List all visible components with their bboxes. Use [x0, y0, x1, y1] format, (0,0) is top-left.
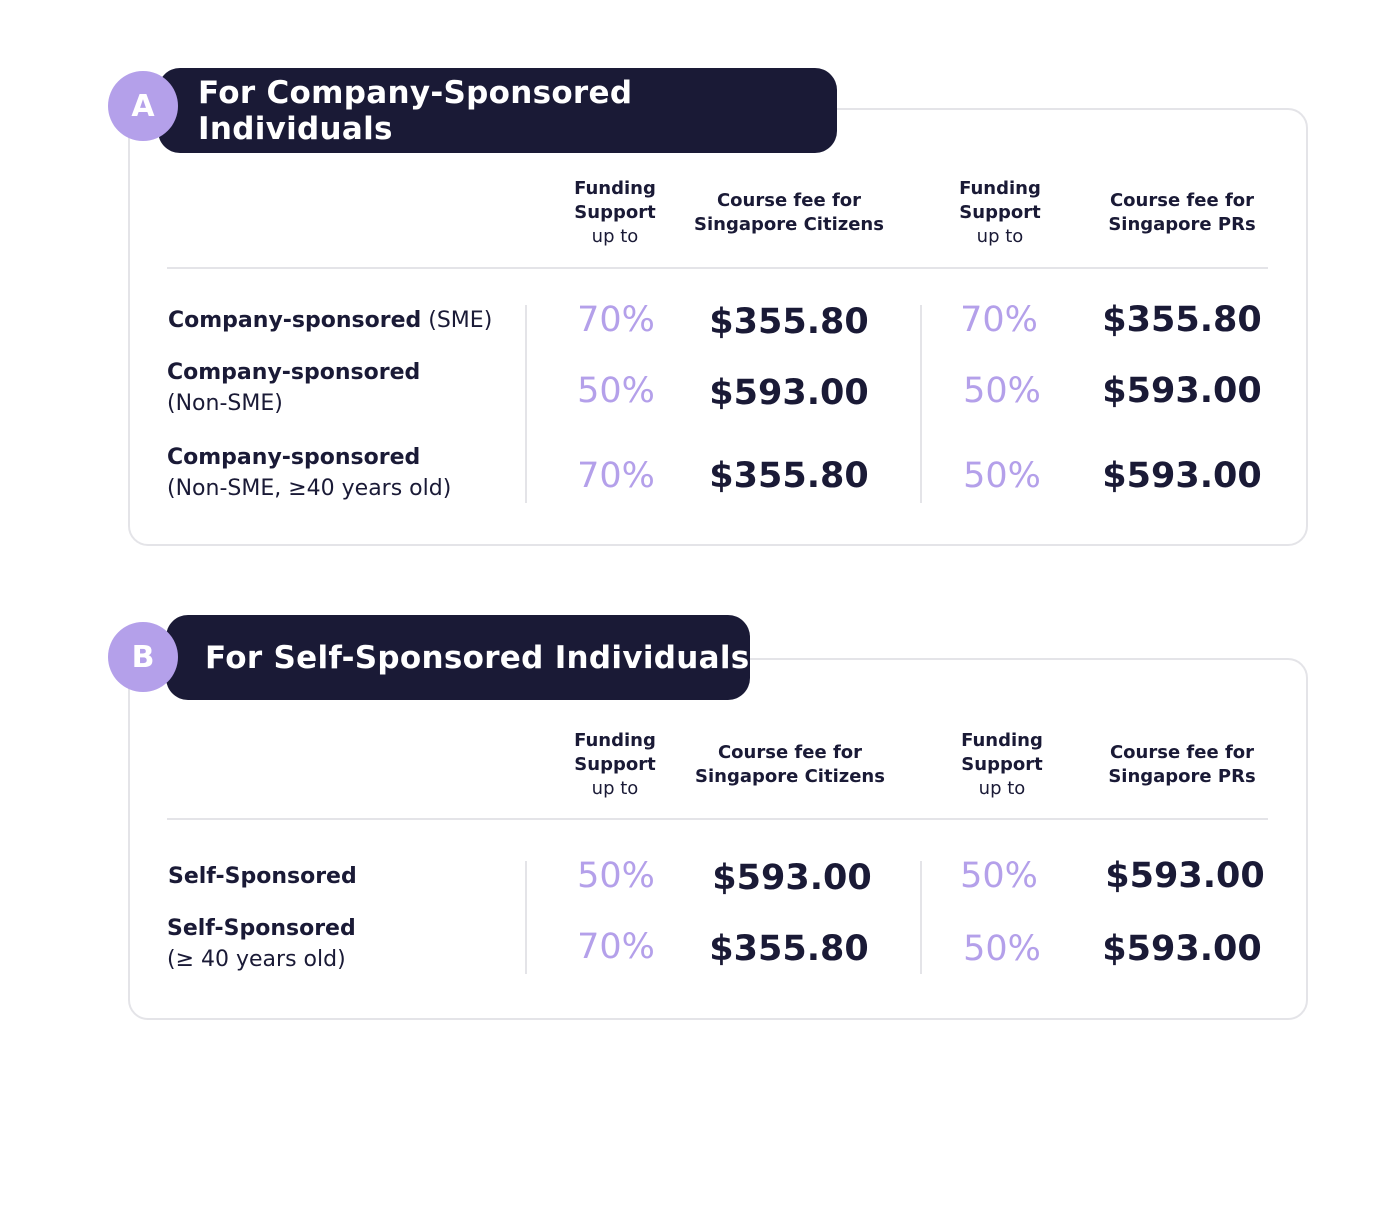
header-funding-title: Funding Support [574, 730, 656, 775]
header-fee-citizens: Course fee for Singapore Citizens [690, 741, 890, 789]
header-funding-prs: Funding Support up to [932, 729, 1072, 801]
header-fee-citizens-label: Course fee for Singapore Citizens [695, 742, 885, 787]
row-label: Company-sponsored (Non-SME, ≥40 years old… [167, 442, 451, 504]
citizen-course-fee: $355.80 [709, 302, 869, 342]
row-label-bold: Self-Sponsored [168, 864, 357, 889]
header-funding-sub: up to [591, 778, 639, 799]
row-label-extra: (≥ 40 years old) [167, 947, 346, 972]
header-funding-title: Funding Support [959, 178, 1041, 223]
citizen-funding-pct: 70% [577, 927, 655, 967]
header-fee-prs-label: Course fee for Singapore PRs [1108, 190, 1256, 235]
row-label-bold: Company-sponsored [167, 360, 421, 385]
row-label: Self-Sponsored (≥ 40 years old) [167, 913, 356, 975]
citizen-funding-pct: 70% [577, 300, 655, 340]
section-b-title: For Self-Sponsored Individuals [166, 615, 750, 700]
header-divider [167, 818, 1268, 820]
row-label-bold: Self-Sponsored [167, 916, 356, 941]
header-fee-prs: Course fee for Singapore PRs [1102, 741, 1262, 789]
header-fee-citizens-label: Course fee for Singapore Citizens [694, 190, 884, 235]
section-a-title: For Company-Sponsored Individuals [158, 68, 837, 153]
row-label-extra: (SME) [421, 308, 493, 333]
column-divider [525, 861, 527, 974]
header-funding-sub: up to [591, 226, 639, 247]
citizen-course-fee: $593.00 [712, 858, 872, 898]
header-funding-title: Funding Support [961, 730, 1043, 775]
section-a-card [128, 108, 1308, 546]
pr-funding-pct: 70% [960, 300, 1038, 340]
pr-funding-pct: 50% [963, 456, 1041, 496]
section-b-badge: B [108, 622, 178, 692]
citizen-course-fee: $355.80 [709, 929, 869, 969]
pr-course-fee: $593.00 [1102, 929, 1262, 969]
pr-funding-pct: 50% [963, 929, 1041, 969]
citizen-course-fee: $355.80 [709, 456, 869, 496]
header-fee-prs-label: Course fee for Singapore PRs [1108, 742, 1256, 787]
header-funding-prs: Funding Support up to [930, 177, 1070, 249]
section-a-badge: A [108, 71, 178, 141]
header-funding-citizens: Funding Support up to [545, 729, 685, 801]
pr-course-fee: $593.00 [1105, 856, 1265, 896]
header-funding-sub: up to [978, 778, 1026, 799]
row-label-extra: (Non-SME, ≥40 years old) [167, 476, 452, 501]
row-label-bold: Company-sponsored [167, 445, 421, 470]
citizen-funding-pct: 50% [577, 371, 655, 411]
row-label: Company-sponsored (SME) [168, 305, 492, 336]
header-fee-citizens: Course fee for Singapore Citizens [689, 189, 889, 237]
citizen-funding-pct: 50% [577, 856, 655, 896]
header-funding-sub: up to [976, 226, 1024, 247]
header-funding-title: Funding Support [574, 178, 656, 223]
header-fee-prs: Course fee for Singapore PRs [1102, 189, 1262, 237]
citizen-funding-pct: 70% [577, 456, 655, 496]
pr-course-fee: $593.00 [1102, 371, 1262, 411]
row-label-extra: (Non-SME) [167, 391, 283, 416]
pr-course-fee: $355.80 [1102, 300, 1262, 340]
header-funding-citizens: Funding Support up to [545, 177, 685, 249]
row-label-bold: Company-sponsored [168, 308, 422, 333]
row-label: Company-sponsored (Non-SME) [167, 357, 420, 419]
pr-funding-pct: 50% [963, 371, 1041, 411]
header-divider [167, 267, 1268, 269]
pr-course-fee: $593.00 [1102, 456, 1262, 496]
row-label: Self-Sponsored [168, 861, 357, 892]
column-divider [920, 861, 922, 974]
pr-funding-pct: 50% [960, 856, 1038, 896]
section-b-card [128, 658, 1308, 1020]
column-divider [525, 305, 527, 503]
citizen-course-fee: $593.00 [709, 373, 869, 413]
column-divider [920, 305, 922, 503]
